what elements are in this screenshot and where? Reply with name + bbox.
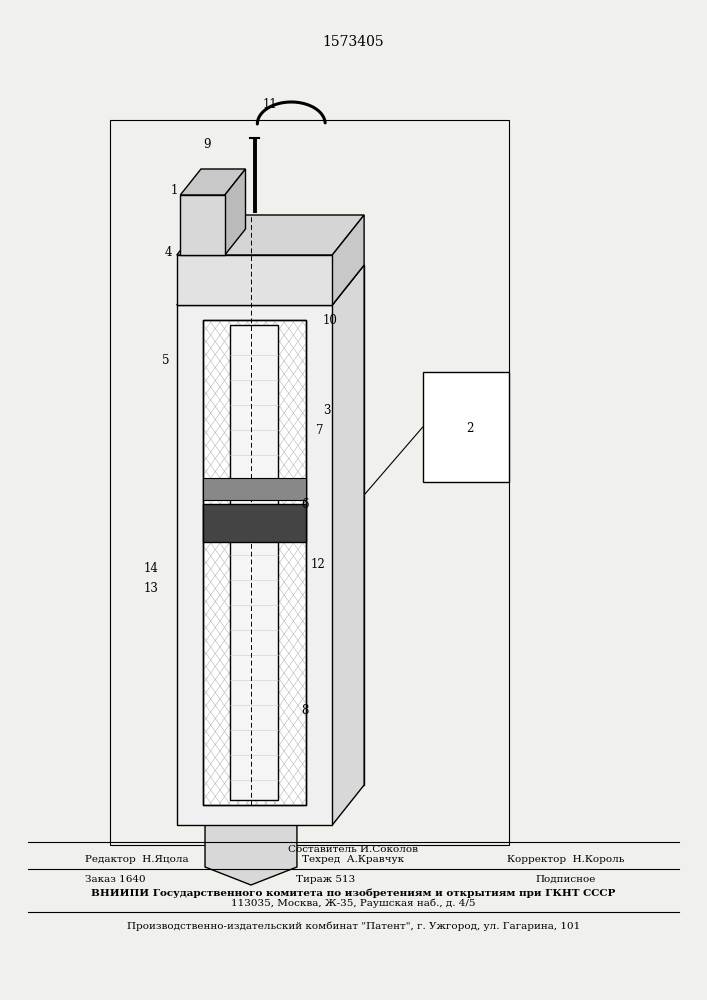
Text: 7: 7 bbox=[316, 424, 323, 436]
Bar bbox=[230, 325, 278, 800]
Text: 3: 3 bbox=[324, 403, 331, 416]
Polygon shape bbox=[180, 169, 245, 195]
Text: 6: 6 bbox=[302, 498, 309, 512]
Bar bbox=[203, 320, 306, 805]
Polygon shape bbox=[209, 265, 364, 785]
Polygon shape bbox=[177, 255, 332, 305]
Text: Составитель И.Соколов: Составитель И.Соколов bbox=[288, 846, 419, 854]
Text: 1: 1 bbox=[171, 184, 178, 196]
Text: 13: 13 bbox=[143, 582, 158, 594]
Text: Тираж 513: Тираж 513 bbox=[296, 874, 355, 884]
Text: 5: 5 bbox=[163, 354, 170, 366]
Bar bbox=[203, 504, 306, 542]
Text: 113035, Москва, Ж-35, Раушская наб., д. 4/5: 113035, Москва, Ж-35, Раушская наб., д. … bbox=[231, 898, 476, 908]
Polygon shape bbox=[225, 169, 245, 255]
Text: 4: 4 bbox=[165, 245, 172, 258]
Bar bbox=[110, 120, 509, 845]
Text: ВНИИПИ Государственного комитета по изобретениям и открытиям при ГКНТ СССР: ВНИИПИ Государственного комитета по изоб… bbox=[91, 888, 616, 898]
Polygon shape bbox=[332, 265, 364, 825]
Text: 9: 9 bbox=[204, 137, 211, 150]
Bar bbox=[203, 478, 306, 500]
Text: Техред  А.Кравчук: Техред А.Кравчук bbox=[303, 854, 404, 863]
Text: Заказ 1640: Заказ 1640 bbox=[85, 874, 146, 884]
Text: 12: 12 bbox=[311, 558, 325, 572]
Polygon shape bbox=[205, 825, 297, 885]
Text: Редактор  Н.Яцола: Редактор Н.Яцола bbox=[85, 854, 189, 863]
Polygon shape bbox=[177, 215, 364, 255]
Text: Корректор  Н.Король: Корректор Н.Король bbox=[507, 854, 624, 863]
Polygon shape bbox=[177, 305, 332, 825]
Text: Производственно-издательский комбинат "Патент", г. Ужгород, ул. Гагарина, 101: Производственно-издательский комбинат "П… bbox=[127, 921, 580, 931]
Polygon shape bbox=[180, 195, 225, 255]
Text: 14: 14 bbox=[143, 562, 158, 574]
Bar bbox=[423, 372, 509, 482]
Text: 11: 11 bbox=[263, 98, 277, 110]
Bar bbox=[203, 320, 306, 805]
Text: 8: 8 bbox=[302, 704, 309, 716]
Text: Подписное: Подписное bbox=[535, 874, 596, 884]
Polygon shape bbox=[332, 215, 364, 305]
Text: 1573405: 1573405 bbox=[322, 35, 385, 49]
Polygon shape bbox=[177, 265, 364, 305]
Text: 10: 10 bbox=[322, 314, 338, 326]
Text: 2: 2 bbox=[467, 422, 474, 434]
